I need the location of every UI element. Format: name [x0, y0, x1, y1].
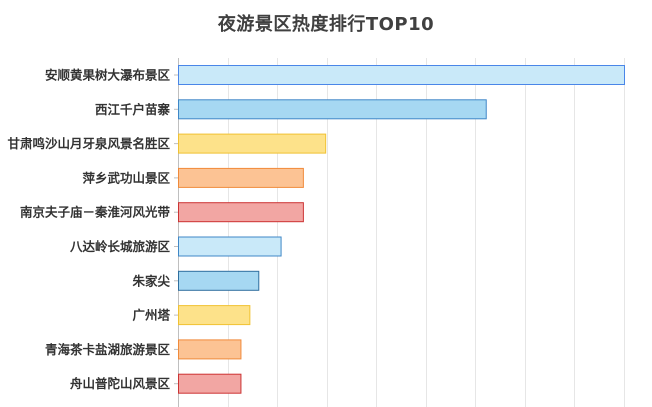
bar: [178, 373, 242, 394]
bar: [178, 305, 251, 326]
category-label: 西江千户苗寨: [95, 102, 171, 117]
category-label: 甘肃鸣沙山月牙泉风景名胜区: [7, 136, 170, 151]
chart-title: 夜游景区热度排行TOP10: [217, 14, 435, 35]
category-label: 朱家尖: [132, 273, 170, 288]
bar: [178, 99, 487, 120]
bar: [178, 202, 304, 223]
bar: [178, 133, 327, 154]
category-label: 萍乡武功山景区: [82, 170, 170, 185]
category-label: 舟山普陀山风景区: [70, 376, 171, 391]
bar: [178, 339, 242, 360]
bar: [178, 236, 282, 257]
category-label: 安顺黄果树大瀑布景区: [45, 68, 171, 83]
bar: [178, 167, 304, 188]
category-label: 青海茶卡盐湖旅游景区: [45, 342, 171, 357]
bar: [178, 270, 260, 291]
category-label: 八达岭长城旅游区: [69, 239, 171, 254]
category-label: 广州塔: [132, 308, 170, 323]
bar: [178, 65, 625, 85]
category-label: 南京夫子庙－秦淮河风光带: [20, 205, 171, 220]
